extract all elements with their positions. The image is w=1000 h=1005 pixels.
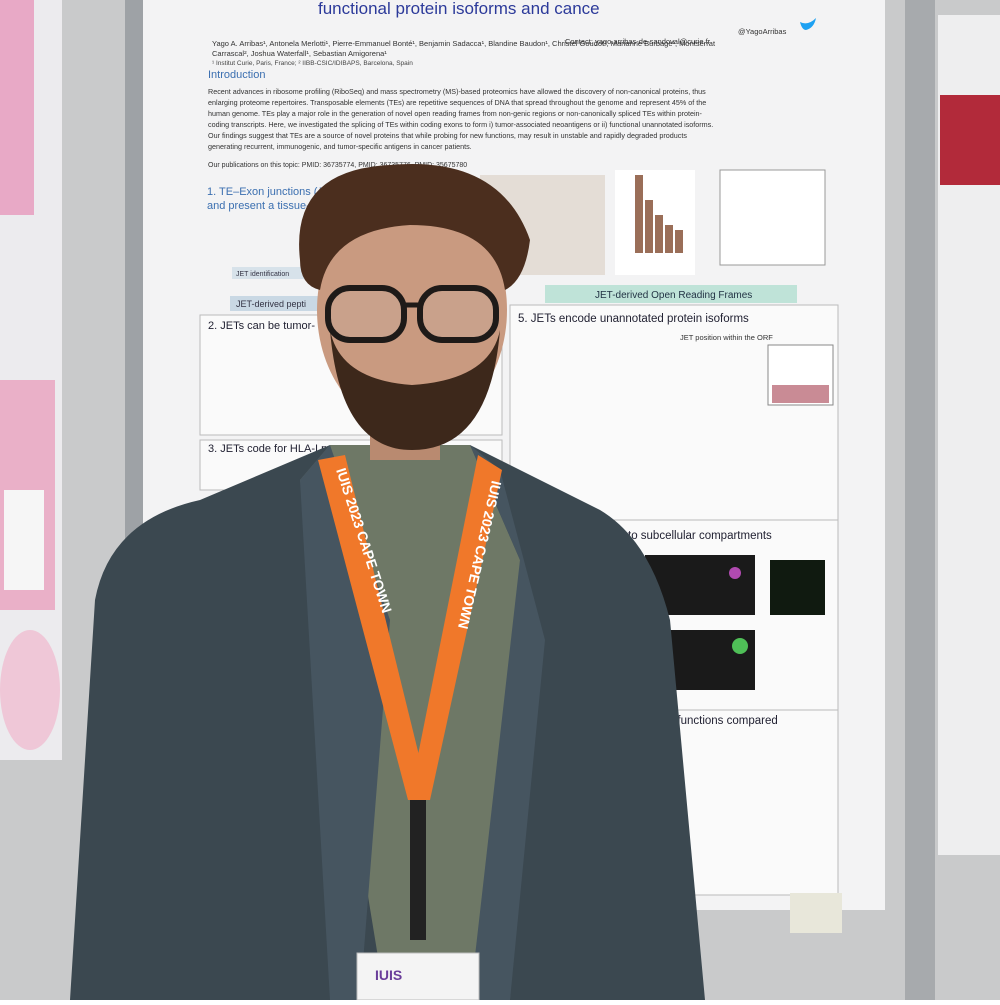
figure-bar — [665, 225, 673, 253]
poster-authors: Carrascal², Joshua Waterfall¹, Sebastian… — [212, 49, 387, 58]
figure-bar — [635, 175, 643, 253]
glasses — [417, 285, 499, 343]
figure-bar — [772, 385, 829, 403]
figure-bar — [675, 230, 683, 253]
intro: Recent advances in ribosome profiling (R… — [208, 87, 713, 151]
label: JET-derived pepti — [236, 299, 306, 309]
panel — [509, 304, 839, 521]
figure — [719, 169, 826, 266]
right-poster-banner — [940, 95, 1000, 185]
badge-text: IUIS — [375, 967, 402, 983]
microscopy — [770, 560, 825, 615]
beard — [330, 330, 500, 450]
poster-affiliations: ¹ Institut Curie, Paris, France; ² IIBB-… — [212, 60, 413, 67]
label: JET position within the ORF — [680, 333, 773, 342]
hair — [299, 163, 530, 290]
poster-contact: Contact: yago.arribas-de-sandoval@curie.… — [565, 37, 711, 46]
left-poster-panel — [0, 0, 34, 215]
section-heading: 1. TE–Exon junctions (JET — [207, 186, 337, 198]
label: JET identification — [236, 271, 289, 278]
intro-line: human genome. TEs play a major role in t… — [208, 109, 703, 118]
lapel — [470, 445, 545, 1000]
label-box — [232, 267, 304, 279]
section-heading: to subcellular compartments — [628, 530, 772, 542]
poster-handle: @YagoArribas — [738, 27, 787, 36]
publications: Our publications on this topic: PMID: 36… — [208, 162, 467, 169]
lanyard-clip — [410, 800, 426, 940]
figure-bar — [645, 200, 653, 253]
badge — [356, 952, 480, 1001]
person: IUIS 2023 CAPE TOWN IUIS 2023 CAPE TOWN … — [70, 163, 705, 1001]
section-heading: rgent functions compared — [648, 715, 778, 727]
section-heading: Introduction — [208, 69, 265, 81]
intro-line: Recent advances in ribosome profiling (R… — [208, 87, 706, 96]
cell — [729, 567, 741, 579]
glasses — [325, 285, 407, 343]
section-heading: and present a tissue-d — [207, 200, 316, 212]
board-frame — [905, 0, 935, 1000]
tape — [790, 893, 842, 933]
poster-authors: Yago A. Arribas¹, Antonela Merlotti¹, Pi… — [212, 39, 716, 48]
section-heading: 2. JETs can be tumor- — [208, 320, 315, 332]
intro-line: generating recurrent, immunogenic, and t… — [208, 142, 472, 151]
intro-line: enlarging proteome repertoires. Transpos… — [208, 98, 706, 107]
poster-content: functional protein isoforms and cance Ya… — [199, 0, 842, 933]
label-box — [230, 296, 325, 311]
figure-bar — [655, 215, 663, 253]
intro-line: coding transcripts. Here, we investigate… — [208, 120, 713, 129]
lanyard-strap — [410, 455, 502, 800]
label-box — [545, 285, 797, 303]
twitter-icon — [800, 18, 816, 30]
cell — [732, 638, 748, 654]
lanyard-strap — [318, 455, 430, 800]
left-poster-circle — [0, 630, 60, 750]
section-heading: 3. JETs code for HLA-I p — [208, 443, 327, 455]
section-heading: 5. JETs encode unannotated protein isofo… — [518, 313, 749, 325]
label: JET-derived Open Reading Frames — [595, 290, 752, 301]
left-poster-figure — [4, 490, 44, 590]
poster-title: functional protein isoforms and cance — [318, 0, 600, 18]
intro-line: Our findings suggest that TEs are a sour… — [208, 131, 687, 140]
face — [317, 190, 507, 430]
